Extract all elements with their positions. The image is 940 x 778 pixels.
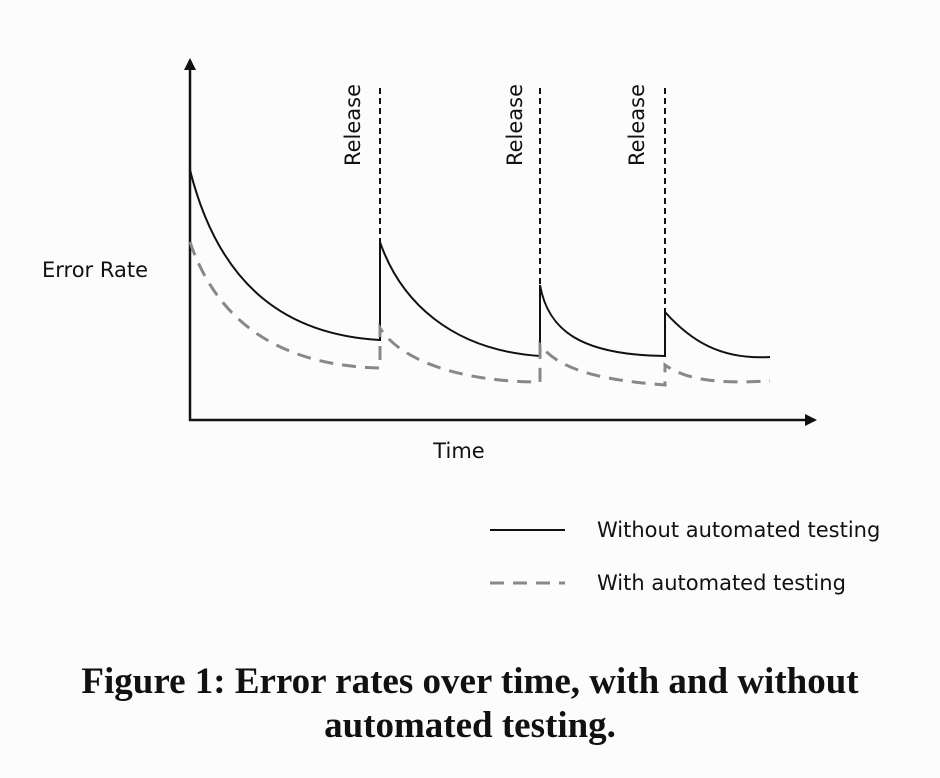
legend-label: With automated testing — [597, 571, 846, 595]
caption: Figure 1: Error rates over time, with an… — [81, 661, 859, 746]
curve-without-testing — [189, 169, 771, 359]
x-axis-label: Time — [432, 439, 484, 463]
legend-label: Without automated testing — [597, 518, 880, 542]
y-axis-label: Error Rate — [42, 258, 148, 282]
diagram: Error Rate Time Release Release Release … — [42, 58, 880, 595]
release-label: Release — [625, 84, 649, 166]
release-lines — [379, 88, 666, 312]
curve-with-testing — [188, 241, 771, 387]
release-label: Release — [341, 84, 365, 166]
release-label: Release — [503, 84, 527, 166]
